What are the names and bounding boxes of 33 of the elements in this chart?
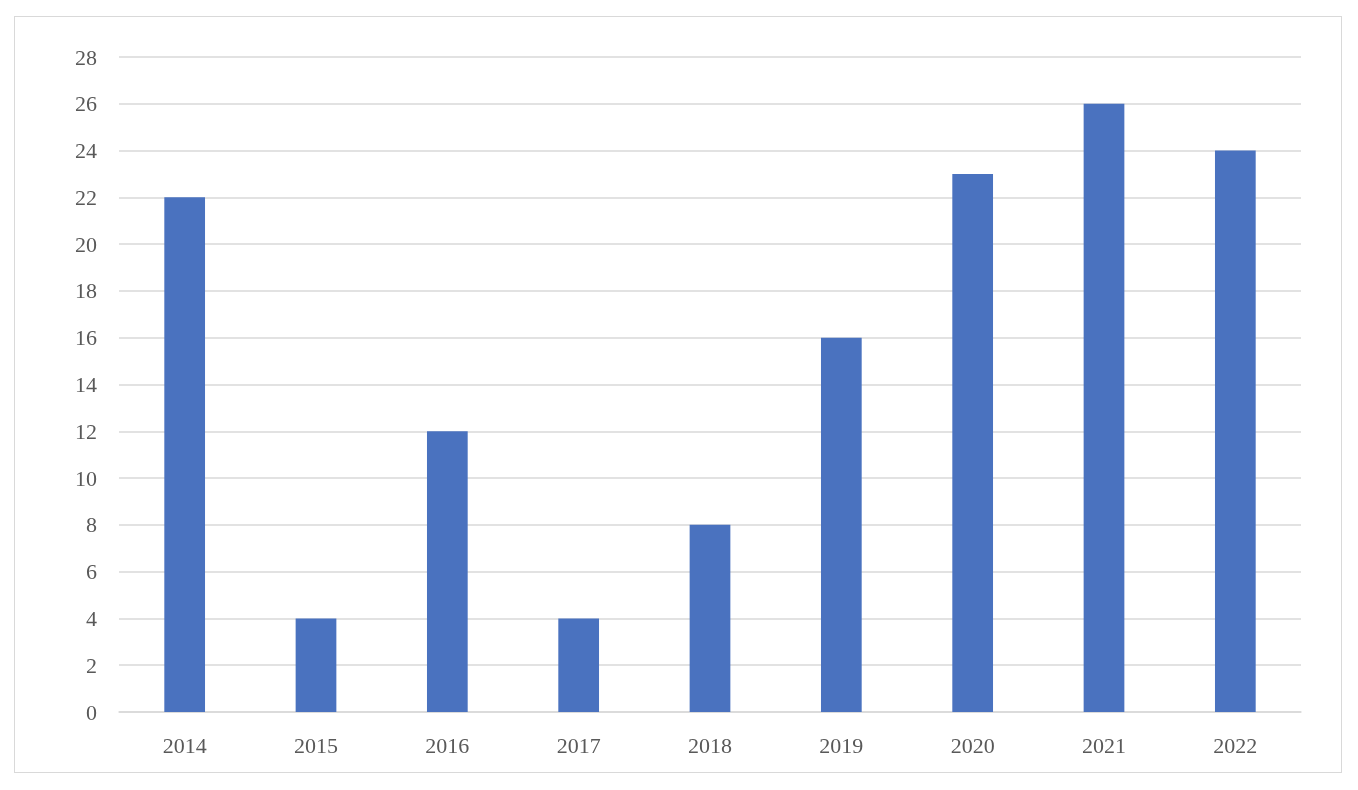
y-tick-label: 20 xyxy=(75,231,97,257)
bar xyxy=(1214,150,1256,712)
bar xyxy=(820,337,862,712)
x-tick-label: 2016 xyxy=(425,732,470,758)
bar xyxy=(164,197,206,712)
y-tick-label: 0 xyxy=(86,699,97,725)
x-tick-label: 2021 xyxy=(1082,732,1126,758)
x-tick-label: 2020 xyxy=(950,732,995,758)
x-tick-label: 2014 xyxy=(162,732,207,758)
y-tick-label: 10 xyxy=(75,465,97,491)
y-tick-label: 24 xyxy=(75,138,97,164)
x-tick-label: 2019 xyxy=(819,732,864,758)
x-tick-label: 2017 xyxy=(556,732,601,758)
y-tick-label: 6 xyxy=(86,559,97,585)
bar xyxy=(558,618,600,712)
x-tick-label: 2018 xyxy=(688,732,732,758)
y-tick-label: 16 xyxy=(75,325,97,351)
bar xyxy=(295,618,337,712)
y-tick-label: 14 xyxy=(75,372,97,397)
y-tick-label: 12 xyxy=(75,418,97,444)
x-tick-label: 2022 xyxy=(1213,732,1258,758)
bar xyxy=(426,431,468,712)
y-tick-label: 22 xyxy=(75,184,97,210)
bar xyxy=(1083,103,1125,712)
y-tick-label: 4 xyxy=(86,605,97,631)
bar xyxy=(952,173,994,712)
y-tick-label: 28 xyxy=(75,44,97,70)
y-tick-label: 8 xyxy=(86,512,97,538)
y-tick-label: 2 xyxy=(86,652,97,678)
x-tick-label: 2015 xyxy=(294,732,338,758)
bar xyxy=(689,524,731,712)
y-tick-label: 26 xyxy=(75,91,97,117)
y-tick-label: 18 xyxy=(75,278,97,304)
